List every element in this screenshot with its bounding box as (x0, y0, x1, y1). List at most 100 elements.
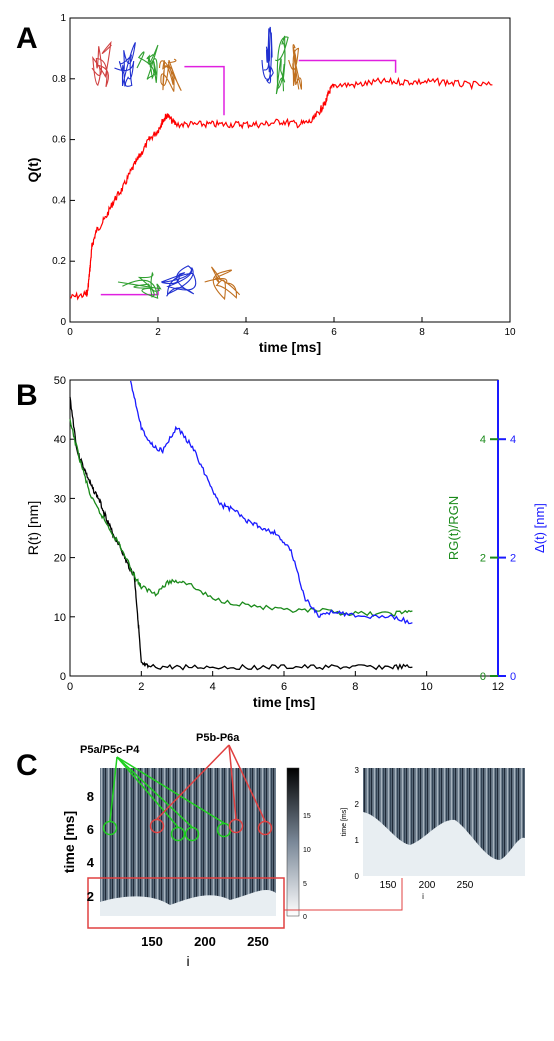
panel-label-c: C (16, 749, 38, 782)
series-line-b-2 (129, 380, 413, 625)
y-tick-label-a: 0 (60, 317, 66, 328)
inset-folded-region (363, 812, 525, 876)
x-tick-label-a: 0 (67, 327, 73, 338)
right-axis-label-blue: Δ(t) [nm] (532, 503, 547, 553)
y-tick-label-a: 0.8 (52, 74, 66, 85)
x-tick-label-b: 10 (421, 681, 433, 693)
zoom-connector (284, 878, 403, 911)
rna-structure-native (91, 40, 112, 88)
y-tick-label-b: 40 (54, 434, 66, 446)
inset-x-tick-label: 200 (419, 880, 436, 891)
rna-structure-compact (288, 44, 303, 90)
annotation-line-green (116, 756, 193, 828)
y-tick-label-a: 0.2 (52, 256, 66, 267)
y-tick-label-b: 0 (60, 671, 66, 683)
inset-x-axis-label: i (422, 892, 424, 901)
x-tick-label-b: 8 (352, 681, 358, 693)
right-tick-label-blue: 2 (510, 553, 516, 565)
x-tick-label-b: 12 (492, 681, 504, 693)
heatmap-main (100, 768, 276, 916)
colorbar-tick-label: 5 (303, 881, 307, 888)
right-tick-label-green: 4 (480, 434, 486, 446)
panel-label-a: A (16, 22, 38, 55)
marker-circle-red (149, 818, 165, 834)
y-tick-label-b: 10 (54, 612, 66, 624)
marker-circle-green (184, 826, 200, 842)
series-line-b-0 (69, 396, 413, 671)
inset-y-tick-label: 1 (355, 836, 360, 845)
y-tick-label-b: 20 (54, 553, 66, 565)
x-tick-label-b: 0 (67, 681, 73, 693)
inset-x-tick-label: 150 (380, 880, 397, 891)
annotation-line-green (109, 756, 118, 822)
y-axis-label-a: Q(t) (25, 158, 41, 183)
right-axis-label-green: RG(t)/RGN (446, 496, 461, 560)
inset-x-tick-label: 250 (457, 880, 474, 891)
annotation-line-red (228, 744, 237, 820)
colorbar-tick-label: 15 (303, 813, 311, 820)
inset-y-axis-label: time [ms] (341, 808, 348, 836)
x-tick-label-a: 6 (331, 327, 337, 338)
x-tick-label-c: 250 (247, 934, 269, 949)
structure-pointer-3 (298, 59, 397, 73)
y-tick-label-a: 1 (60, 13, 66, 24)
rna-structure-extended (117, 271, 162, 299)
x-tick-label-c: 200 (194, 934, 216, 949)
panel-label-b: B (16, 379, 38, 412)
annotation-line-green (116, 756, 179, 828)
x-tick-label-a: 4 (243, 327, 249, 338)
right-tick-label-green: 2 (480, 553, 486, 565)
y-tick-label-a: 0.6 (52, 135, 66, 146)
y-tick-label-b: 30 (54, 493, 66, 505)
right-tick-label-blue: 0 (510, 671, 516, 683)
marker-circle-green (170, 826, 186, 842)
marker-circle-red (228, 818, 244, 834)
annotation-line-red (156, 744, 230, 820)
x-tick-label-b: 2 (138, 681, 144, 693)
rna-structure-native (136, 44, 159, 83)
rna-structure-extended (204, 266, 241, 301)
rna-structure-extended (161, 265, 197, 297)
y-tick-label-c: 4 (87, 855, 95, 870)
inset-y-tick-label: 0 (355, 872, 360, 881)
right-tick-label-blue: 4 (510, 434, 516, 446)
y-axis-label-c: time [ms] (61, 811, 77, 873)
colorbar-tick-label: 0 (303, 914, 307, 921)
annotation-p5a: P5a/P5c-P4 (80, 744, 140, 756)
y-tick-label-b: 50 (54, 375, 66, 387)
y-tick-label-c: 8 (87, 789, 94, 804)
x-axis-label-b: time [ms] (253, 694, 315, 710)
right-tick-label-green: 0 (480, 671, 486, 683)
x-axis-label-a: time [ms] (259, 339, 321, 355)
structure-pointer-2 (184, 65, 225, 116)
x-tick-label-b: 4 (210, 681, 216, 693)
x-tick-label-a: 2 (155, 327, 161, 338)
axes-frame-b (69, 379, 499, 677)
chart-a: 0 2 4 6 8 10 0 0.2 0.4 0.6 0.8 1 time [ms] Q(t) (25, 13, 516, 355)
y-tick-label-c: 2 (87, 889, 94, 904)
y-tick-label-a: 0.4 (52, 195, 66, 206)
rna-structure-compact (261, 26, 274, 84)
rna-structure-native (158, 58, 182, 92)
colorbar-tick-label: 10 (303, 847, 311, 854)
annotation-line-green (116, 756, 225, 824)
x-tick-label-b: 6 (281, 681, 287, 693)
marker-circle-red (257, 820, 273, 836)
rna-structure-native (114, 42, 136, 87)
chart-c: 150 200 250 i 2 4 6 8 time [ms] 0 5 10 15 150 200 250 i 0… (61, 732, 525, 969)
axes-frame-a (69, 17, 511, 323)
rna-structure-compact (275, 35, 289, 95)
annotation-line-red (228, 744, 266, 822)
inset-y-tick-label: 3 (355, 766, 360, 775)
marker-circle-green (102, 820, 118, 836)
series-q-line (69, 76, 493, 301)
series-line-b-1 (69, 418, 413, 617)
x-axis-label-c: i (186, 953, 189, 969)
inset-y-tick-label: 2 (355, 800, 360, 809)
zoom-box (87, 877, 285, 929)
x-tick-label-a: 10 (504, 327, 516, 338)
heatmap-folded-region (100, 890, 276, 916)
y-axis-label-b: R(t) [nm] (25, 501, 41, 555)
